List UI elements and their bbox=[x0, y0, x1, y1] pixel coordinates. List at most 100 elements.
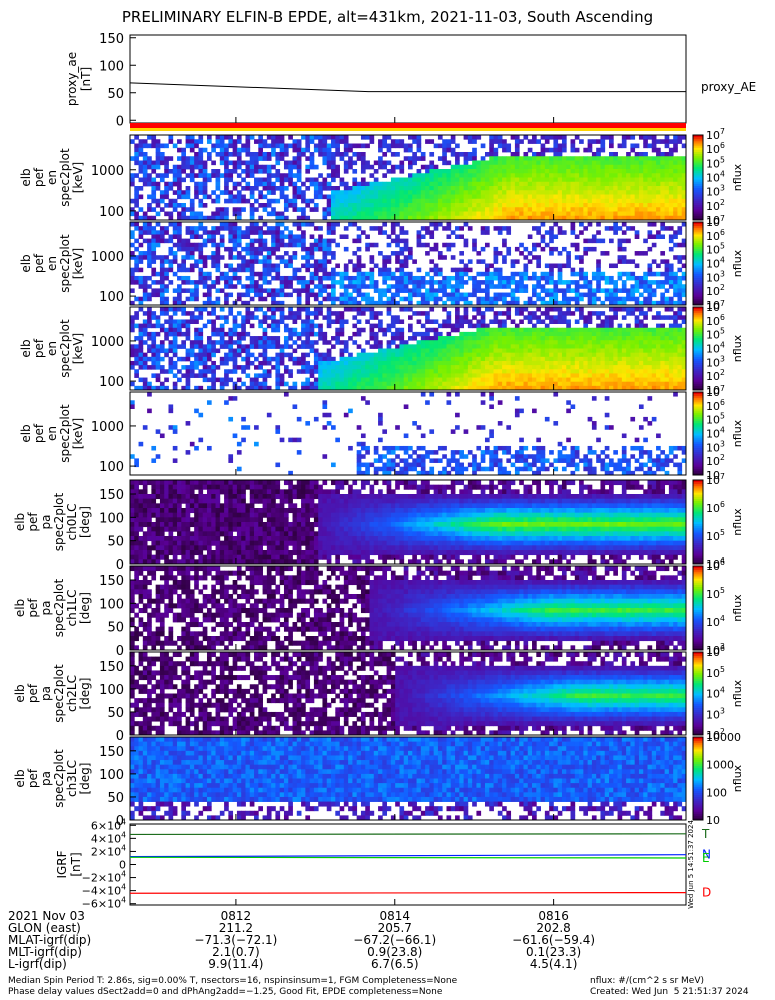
heatmap-cell bbox=[647, 222, 653, 227]
heatmap-cell bbox=[668, 211, 674, 217]
heatmap-cell bbox=[519, 352, 524, 358]
colorbar-segment bbox=[693, 139, 703, 142]
heatmap-cell bbox=[352, 360, 358, 366]
heatmap-cell bbox=[399, 203, 405, 208]
heatmap-cell bbox=[442, 319, 447, 324]
heatmap-cell bbox=[177, 222, 182, 227]
heatmap-cell bbox=[399, 360, 405, 366]
heatmap-cell bbox=[292, 381, 298, 387]
heatmap-cell bbox=[348, 284, 353, 289]
heatmap-cell bbox=[352, 323, 358, 329]
heatmap-cell bbox=[155, 319, 161, 324]
heatmap-cell bbox=[647, 164, 653, 170]
heatmap-cell bbox=[480, 381, 486, 387]
heatmap-cell bbox=[142, 381, 148, 387]
heatmap-cell bbox=[254, 238, 259, 244]
heatmap-cell bbox=[553, 211, 559, 217]
heatmap-cell bbox=[621, 190, 627, 195]
heatmap-cell bbox=[292, 327, 298, 333]
heatmap-cell bbox=[254, 344, 259, 349]
heatmap-cell bbox=[416, 190, 422, 195]
heatmap-cell bbox=[390, 292, 396, 298]
heatmap-cell bbox=[313, 143, 319, 149]
heatmap-cell bbox=[502, 242, 507, 248]
heatmap-cell bbox=[429, 181, 435, 187]
heatmap-cell bbox=[510, 152, 516, 157]
heatmap-cell bbox=[514, 307, 520, 312]
heatmap-cell bbox=[202, 292, 208, 298]
heatmap-cell bbox=[331, 385, 336, 391]
heatmap-cell bbox=[151, 226, 157, 231]
heatmap-cell bbox=[288, 169, 293, 174]
heatmap-cell bbox=[258, 323, 263, 329]
heatmap-cell bbox=[164, 288, 169, 293]
heatmap-cell bbox=[373, 373, 379, 378]
heatmap-cell bbox=[463, 348, 469, 354]
heatmap-cell bbox=[202, 190, 208, 195]
heatmap-cell bbox=[489, 181, 494, 187]
heatmap-cell bbox=[194, 246, 199, 252]
heatmap-cell bbox=[420, 360, 426, 366]
heatmap-cell bbox=[673, 173, 678, 178]
heatmap-cell bbox=[459, 296, 464, 302]
heatmap-cell bbox=[202, 377, 208, 383]
heatmap-cell bbox=[621, 177, 627, 183]
heatmap-cell bbox=[455, 365, 460, 370]
heatmap-cell bbox=[313, 284, 319, 289]
heatmap-cell bbox=[296, 173, 302, 178]
heatmap-cell bbox=[241, 315, 246, 320]
heatmap-cell bbox=[395, 288, 400, 293]
heatmap-cell bbox=[613, 222, 618, 227]
heatmap-cell bbox=[643, 251, 648, 256]
heatmap-cell bbox=[630, 226, 636, 231]
colorbar-segment bbox=[693, 265, 703, 269]
heatmap-cell bbox=[215, 211, 221, 217]
heatmap-cell bbox=[292, 160, 298, 166]
heatmap-cell bbox=[497, 251, 503, 256]
heatmap-cell bbox=[403, 238, 409, 244]
heatmap-cell bbox=[343, 169, 349, 174]
heatmap-cell bbox=[382, 203, 388, 208]
heatmap-cell bbox=[326, 194, 332, 200]
heatmap-cell bbox=[296, 280, 302, 285]
heatmap-cell bbox=[664, 143, 670, 149]
heatmap-cell bbox=[442, 156, 447, 161]
heatmap-cell bbox=[249, 238, 255, 244]
heatmap-cell bbox=[596, 230, 601, 235]
heatmap-cell bbox=[245, 352, 251, 358]
heatmap-cell bbox=[348, 222, 353, 227]
heatmap-cell bbox=[557, 315, 563, 320]
heatmap-cell bbox=[540, 194, 546, 200]
heatmap-cell bbox=[514, 352, 520, 358]
heatmap-cell bbox=[591, 156, 597, 161]
heatmap-cell bbox=[172, 300, 178, 306]
heatmap-cell bbox=[472, 352, 477, 358]
heatmap-cell bbox=[172, 348, 178, 354]
heatmap-cell bbox=[283, 344, 289, 349]
heatmap-cell bbox=[677, 275, 683, 281]
heatmap-cell bbox=[369, 344, 375, 349]
heatmap-cell bbox=[433, 177, 439, 183]
heatmap-cell bbox=[630, 190, 636, 195]
heatmap-cell bbox=[493, 336, 499, 341]
heatmap-cell bbox=[446, 242, 452, 248]
heatmap-cell bbox=[527, 251, 533, 256]
heatmap-cell bbox=[514, 181, 520, 187]
heatmap-cell bbox=[437, 365, 443, 370]
heatmap-cell bbox=[437, 207, 443, 212]
heatmap-cell bbox=[497, 284, 503, 289]
heatmap-cell bbox=[463, 267, 469, 273]
heatmap-cell bbox=[266, 251, 272, 256]
heatmap-cell bbox=[296, 369, 302, 374]
heatmap-cell bbox=[356, 255, 362, 260]
heatmap-cell bbox=[660, 251, 666, 256]
heatmap-cell bbox=[570, 296, 576, 302]
heatmap-cell bbox=[172, 381, 178, 387]
heatmap-cell bbox=[343, 267, 349, 273]
heatmap-cell bbox=[130, 348, 135, 354]
heatmap-cell bbox=[455, 385, 460, 391]
heatmap-cell bbox=[638, 284, 644, 289]
heatmap-cell bbox=[643, 275, 648, 281]
heatmap-cell bbox=[159, 275, 165, 281]
heatmap-cell bbox=[159, 255, 165, 260]
